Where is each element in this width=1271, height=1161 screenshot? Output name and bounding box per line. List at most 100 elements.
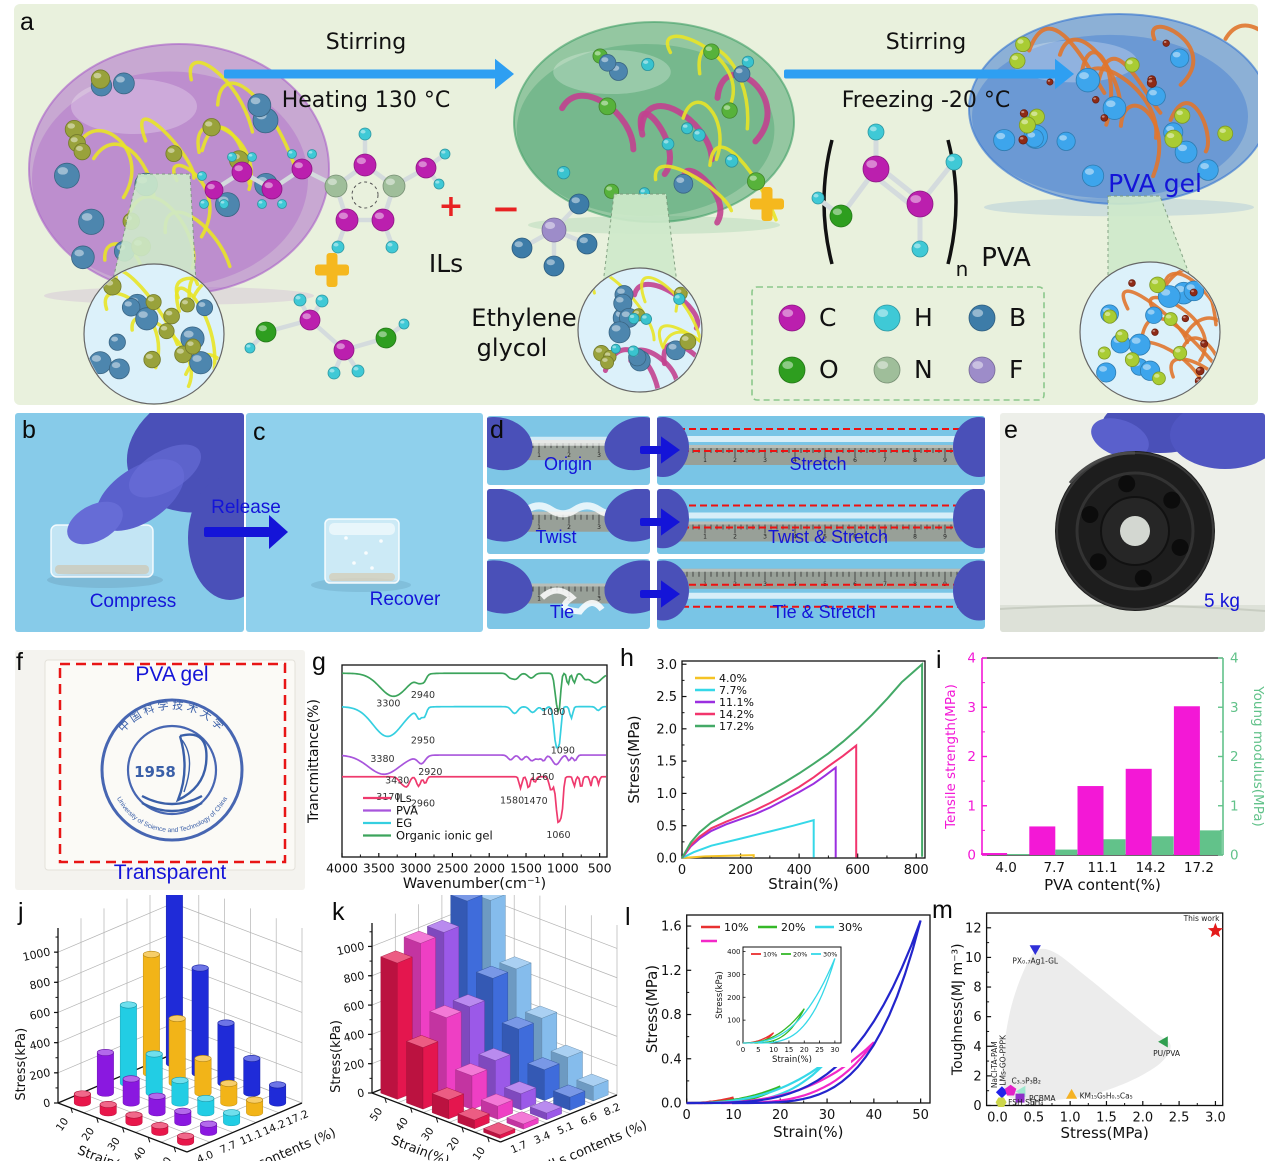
svg-text:PVA: PVA — [981, 243, 1031, 273]
svg-text:0: 0 — [736, 1040, 740, 1048]
svg-text:1060: 1060 — [546, 830, 570, 841]
svg-text:Tensile strength(MPa): Tensile strength(MPa) — [943, 684, 959, 830]
svg-text:5: 5 — [823, 457, 827, 464]
recover-photo-illustration — [311, 518, 411, 592]
svg-text:9: 9 — [943, 457, 947, 464]
caption-tie-stretch: Tie & Stretch — [772, 602, 876, 622]
svg-text:1580: 1580 — [500, 795, 524, 806]
panel-k-3dbars: 0 200 400 600 800 1000 50 40 30 20 10 1.7 3.4 5.1 6.6 8… — [330, 895, 650, 1161]
svg-text:2: 2 — [567, 524, 571, 531]
caption-transparent: Transparent — [113, 861, 227, 884]
panel-label-h: h — [620, 644, 634, 672]
svg-text:10: 10 — [725, 1108, 742, 1123]
pva-monomer-molecule — [811, 123, 963, 265]
svg-text:2: 2 — [973, 1069, 981, 1084]
svg-text:Stress(kPa): Stress(kPa) — [330, 1020, 344, 1093]
modulus-bar-14.2 — [1151, 836, 1174, 855]
svg-text:1090: 1090 — [551, 745, 575, 756]
svg-text:10: 10 — [471, 1145, 489, 1161]
ftir-curve-eg — [341, 705, 607, 749]
svg-text:6: 6 — [853, 534, 857, 541]
stress-strain-curve-14.2% — [681, 743, 858, 859]
glove — [487, 416, 533, 471]
svg-text:2: 2 — [733, 534, 737, 541]
svg-text:30: 30 — [419, 1125, 437, 1143]
svg-text:0.5: 0.5 — [1023, 1111, 1044, 1126]
caption-release: Release — [211, 497, 281, 518]
svg-text:1: 1 — [703, 534, 707, 541]
modulus-bar-7.7 — [1055, 849, 1078, 855]
svg-text:40: 40 — [394, 1116, 412, 1134]
panel-d-stretch-photo-0: 1 2 3 4 5 6 7 8 9 — [657, 416, 985, 485]
caption-pva-gel-f: PVA gel — [135, 663, 209, 686]
svg-text:400: 400 — [28, 1036, 51, 1053]
tensile-bar-7.7 — [1029, 826, 1056, 855]
svg-text:C: C — [819, 303, 836, 332]
ftir-chart: 4000 3500 3000 2500 2000 1500 1000 500 Wavenumbe… — [306, 664, 612, 892]
arrow-stirring-2 — [784, 58, 1074, 90]
svg-text:2.0: 2.0 — [1132, 1111, 1153, 1126]
svg-text:7.7: 7.7 — [218, 1139, 238, 1157]
svg-text:EG: EG — [396, 816, 412, 830]
svg-text:3500: 3500 — [363, 861, 395, 876]
svg-text:11.1: 11.1 — [238, 1128, 264, 1148]
svg-text:1: 1 — [537, 524, 541, 531]
svg-text:20: 20 — [772, 1108, 789, 1123]
svg-text:3380: 3380 — [370, 754, 394, 765]
caption-compress: Compress — [89, 591, 177, 612]
tensile-bar-17.2 — [1173, 706, 1200, 855]
svg-text:100: 100 — [727, 1017, 740, 1025]
svg-text:2950: 2950 — [411, 735, 435, 746]
panel-m-scatter: 0.0 0.5 1.0 1.5 2.0 2.5 3.0 0 2 4 6 8 10 12 Stress(MPa… — [950, 895, 1271, 1161]
tensile-bar-14.2 — [1125, 768, 1152, 855]
svg-text:O: O — [819, 355, 839, 384]
svg-text:2.0: 2.0 — [656, 722, 677, 737]
scatter-point-This-work: This work — [1183, 914, 1223, 938]
stretch-arrow-shape — [640, 580, 680, 608]
svg-text:Stress(MPa): Stress(MPa) — [645, 965, 661, 1053]
svg-text:glycol: glycol — [477, 334, 548, 362]
svg-text:This work: This work — [1183, 914, 1221, 923]
svg-text:2: 2 — [567, 452, 571, 459]
svg-text:20: 20 — [80, 1126, 98, 1144]
svg-text:Stress(kPa): Stress(kPa) — [715, 971, 725, 1019]
stretch-arrows — [640, 436, 680, 608]
svg-text:7: 7 — [883, 534, 887, 541]
svg-text:F: F — [1009, 355, 1023, 384]
svg-text:800: 800 — [904, 863, 929, 878]
caption-recover: Recover — [369, 589, 441, 610]
svg-text:50: 50 — [912, 1108, 929, 1123]
svg-text:40: 40 — [131, 1145, 149, 1161]
svg-text:3: 3 — [763, 534, 767, 541]
modulus-bar-4.0 — [1007, 854, 1030, 856]
property-region — [1002, 948, 1171, 1102]
svg-text:1000: 1000 — [22, 945, 52, 964]
svg-text:Stress(kPa): Stress(kPa) — [15, 1028, 29, 1101]
svg-text:4: 4 — [967, 651, 976, 667]
svg-text:0: 0 — [973, 1099, 981, 1114]
panel-label-l: l — [625, 903, 631, 931]
ftir-curve-organic-ionic-gel — [341, 672, 607, 715]
svg-text:20%: 20% — [781, 921, 805, 934]
svg-text:3000: 3000 — [400, 861, 432, 876]
svg-text:2000: 2000 — [473, 861, 505, 876]
bars-3d — [73, 895, 287, 1146]
ils-3d-bar-chart: 0 200 400 600 800 1000 50 40 30 20 10 1.73.45.16.68… — [330, 895, 649, 1161]
svg-text:800: 800 — [28, 976, 51, 993]
gel-cube-recovered — [324, 518, 400, 584]
svg-text:4: 4 — [973, 1040, 981, 1055]
svg-text:30: 30 — [830, 1046, 839, 1054]
svg-text:3: 3 — [967, 700, 976, 716]
hysteresis-loop-20% — [743, 1008, 805, 1044]
svg-text:4.0: 4.0 — [195, 1149, 215, 1161]
svg-text:Stirring: Stirring — [326, 30, 406, 55]
svg-text:1080: 1080 — [541, 707, 565, 718]
svg-text:1: 1 — [537, 452, 541, 459]
svg-text:0.8: 0.8 — [661, 1008, 682, 1023]
panel-d-arrows — [636, 413, 682, 632]
tensile-bar-11.1 — [1077, 786, 1104, 855]
svg-text:9: 9 — [943, 534, 947, 541]
